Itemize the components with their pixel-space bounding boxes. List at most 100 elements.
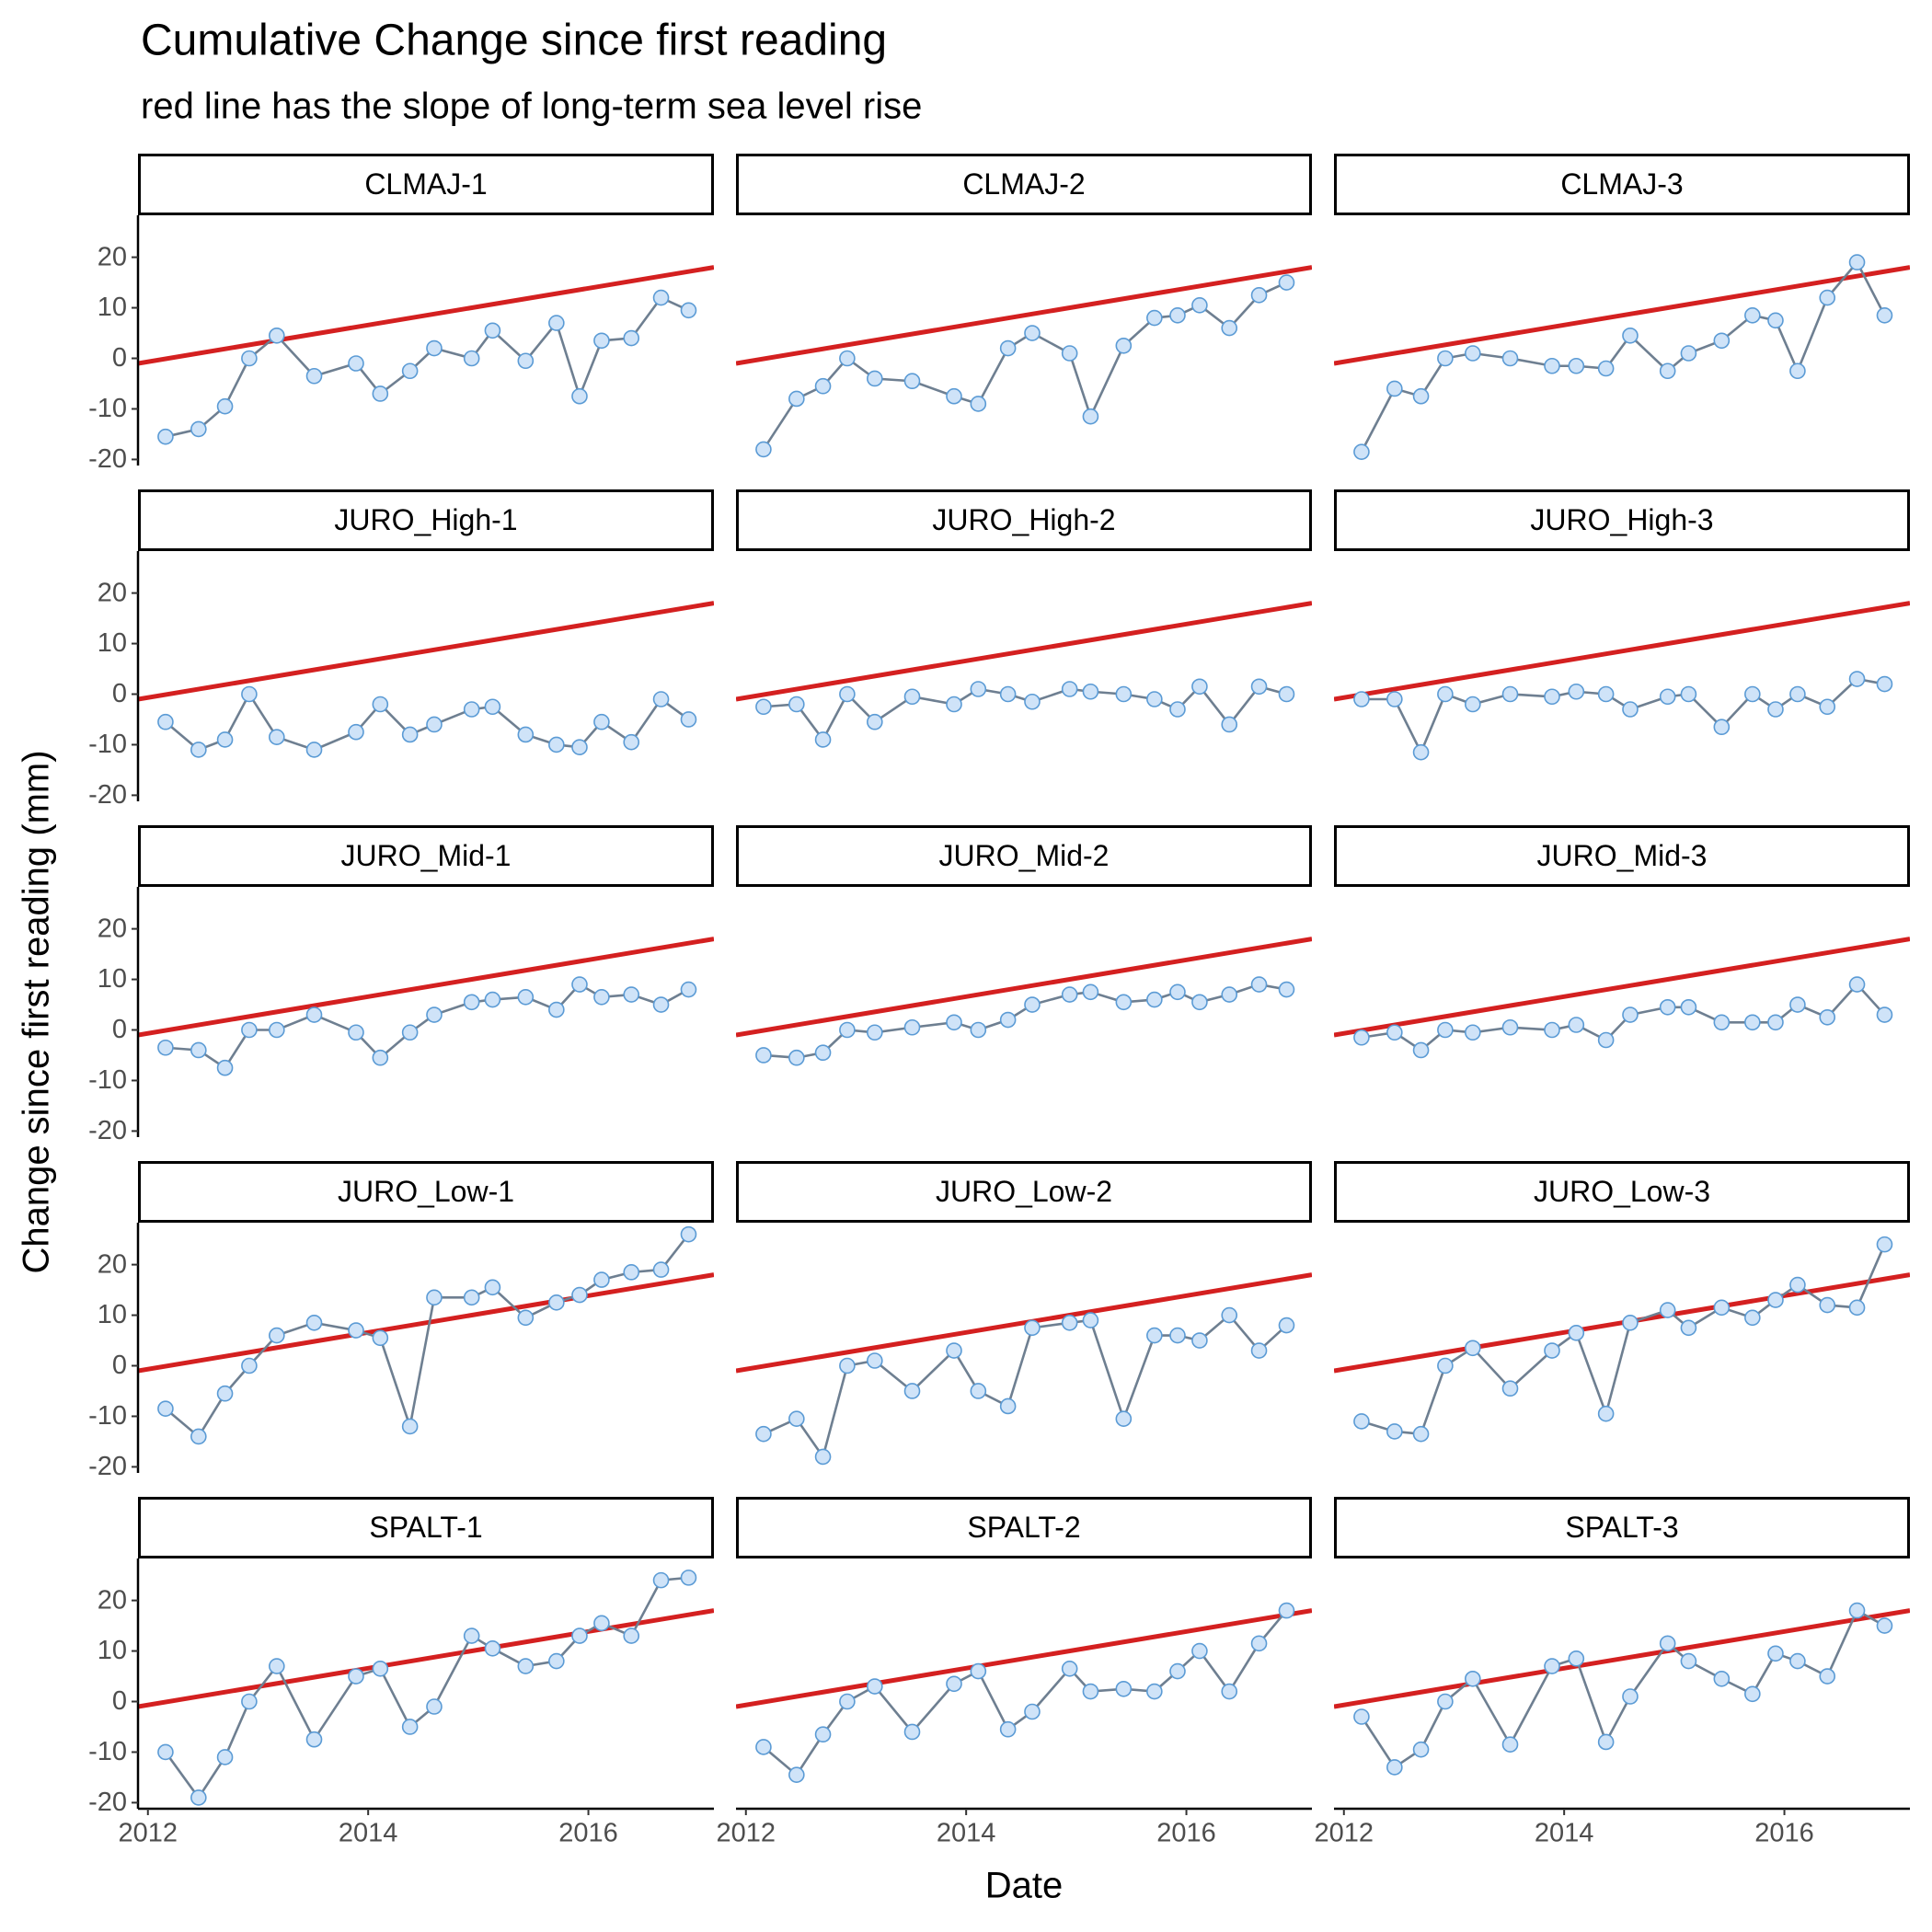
data-point (1250, 1342, 1268, 1359)
data-point (593, 1615, 610, 1632)
plot-area (138, 1570, 714, 1806)
data-point (1437, 1357, 1454, 1374)
data-point (1876, 306, 1893, 324)
y-tick-label: -10 (88, 1401, 127, 1431)
series-line (762, 281, 1288, 451)
data-point (1024, 693, 1041, 710)
strip-label: JURO_Low-3 (1534, 1175, 1710, 1208)
data-point (1191, 1642, 1208, 1660)
strip (736, 489, 1312, 551)
strip (736, 825, 1312, 887)
data-point (788, 390, 805, 408)
data-point (593, 713, 610, 730)
data-point (946, 1342, 962, 1359)
data-point (157, 1400, 174, 1418)
strip-label: JURO_High-2 (932, 503, 1115, 536)
data-point (1024, 1319, 1041, 1337)
plot-area (138, 1225, 714, 1445)
strip (736, 1161, 1312, 1223)
data-point (1659, 1635, 1676, 1652)
panel: JURO_Mid-3 (1334, 825, 1910, 1059)
reference-line (138, 265, 714, 366)
plot-area (736, 1272, 1312, 1466)
x-tick-label: 2016 (558, 1819, 618, 1848)
strip-label: SPALT-3 (1565, 1511, 1678, 1544)
data-point (372, 385, 389, 402)
data-point (1386, 1024, 1403, 1041)
data-point (946, 1014, 962, 1031)
data-point (1767, 1014, 1784, 1031)
y-tick-label: 0 (112, 1686, 127, 1716)
data-point (1767, 1292, 1784, 1308)
y-tick-label: 20 (98, 914, 127, 943)
data-point (1876, 1236, 1893, 1253)
data-point (1169, 306, 1186, 324)
data-point (1465, 1024, 1481, 1041)
data-point (1501, 1018, 1519, 1036)
data-point (623, 1264, 640, 1281)
x-tick-label: 2016 (1754, 1819, 1814, 1848)
data-point (305, 1731, 323, 1748)
data-point (1278, 685, 1295, 703)
x-tick-label: 2014 (1535, 1819, 1594, 1848)
data-point (548, 1001, 565, 1018)
panel: JURO_Mid-1 -20 -10 0 10 20 (88, 825, 714, 1145)
data-point (1412, 1041, 1430, 1059)
reference-line (1334, 1272, 1910, 1374)
y-tick-label: 20 (98, 1585, 127, 1615)
strip (1334, 1497, 1910, 1558)
data-point (216, 731, 234, 748)
panel: JURO_Low-1 -20 -10 0 10 20 (88, 1161, 714, 1481)
data-point (903, 688, 921, 706)
panel: SPALT-3 2012 2014 2016 (1315, 1497, 1910, 1848)
data-point (867, 713, 883, 730)
strip-label: JURO_High-3 (1530, 503, 1713, 536)
data-point (348, 1322, 364, 1339)
y-tick-label: -20 (88, 1116, 127, 1145)
data-point (1848, 1299, 1866, 1317)
data-point (1680, 1652, 1697, 1670)
data-point (1680, 685, 1697, 703)
data-point (517, 988, 535, 1006)
data-point (999, 685, 1017, 703)
strip-label: JURO_Mid-2 (939, 839, 1110, 872)
x-tick-label: 2012 (717, 1819, 776, 1848)
data-point (788, 1410, 805, 1428)
data-point (680, 711, 697, 728)
data-point (305, 1315, 323, 1331)
data-point (1568, 1017, 1585, 1033)
y-tick-label: 0 (112, 343, 127, 373)
data-point (216, 1385, 234, 1402)
data-point (1744, 306, 1761, 324)
strip-label: CLMAJ-3 (1560, 167, 1683, 201)
data-point (1501, 350, 1519, 367)
data-point (814, 377, 832, 395)
reference-line (1334, 937, 1910, 1038)
data-point (484, 1640, 501, 1657)
strip (138, 489, 714, 551)
data-point (1597, 1405, 1615, 1422)
data-point (1597, 360, 1615, 377)
panel: JURO_Low-2 (736, 1161, 1312, 1466)
data-point (305, 742, 323, 758)
data-point (1789, 685, 1806, 703)
data-point (426, 1006, 443, 1023)
data-point (1250, 287, 1268, 304)
data-point (401, 1719, 419, 1735)
panel: CLMAJ-3 (1334, 154, 1910, 460)
data-point (652, 289, 670, 306)
data-point (755, 1739, 772, 1755)
data-point (755, 1047, 772, 1064)
data-point (1191, 994, 1208, 1011)
data-point (1680, 998, 1697, 1016)
data-point (1659, 998, 1676, 1016)
data-point (401, 1024, 419, 1041)
series-line (763, 1313, 1288, 1460)
data-point (241, 1693, 258, 1710)
data-point (788, 1766, 805, 1783)
data-point (1568, 357, 1585, 374)
data-point (814, 731, 832, 748)
chart-subtitle: red line has the slope of long-term sea … (141, 86, 922, 127)
strip (1334, 1161, 1910, 1223)
data-point (426, 716, 443, 733)
